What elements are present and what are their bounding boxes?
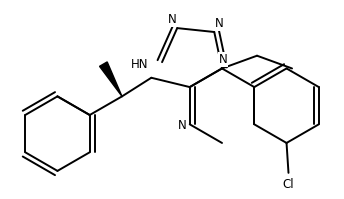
- Text: HN: HN: [131, 58, 148, 71]
- Polygon shape: [99, 62, 122, 96]
- Text: N: N: [178, 119, 187, 132]
- Text: N: N: [219, 53, 227, 66]
- Text: Cl: Cl: [283, 178, 294, 191]
- Text: N: N: [168, 13, 176, 26]
- Text: N: N: [215, 17, 224, 30]
